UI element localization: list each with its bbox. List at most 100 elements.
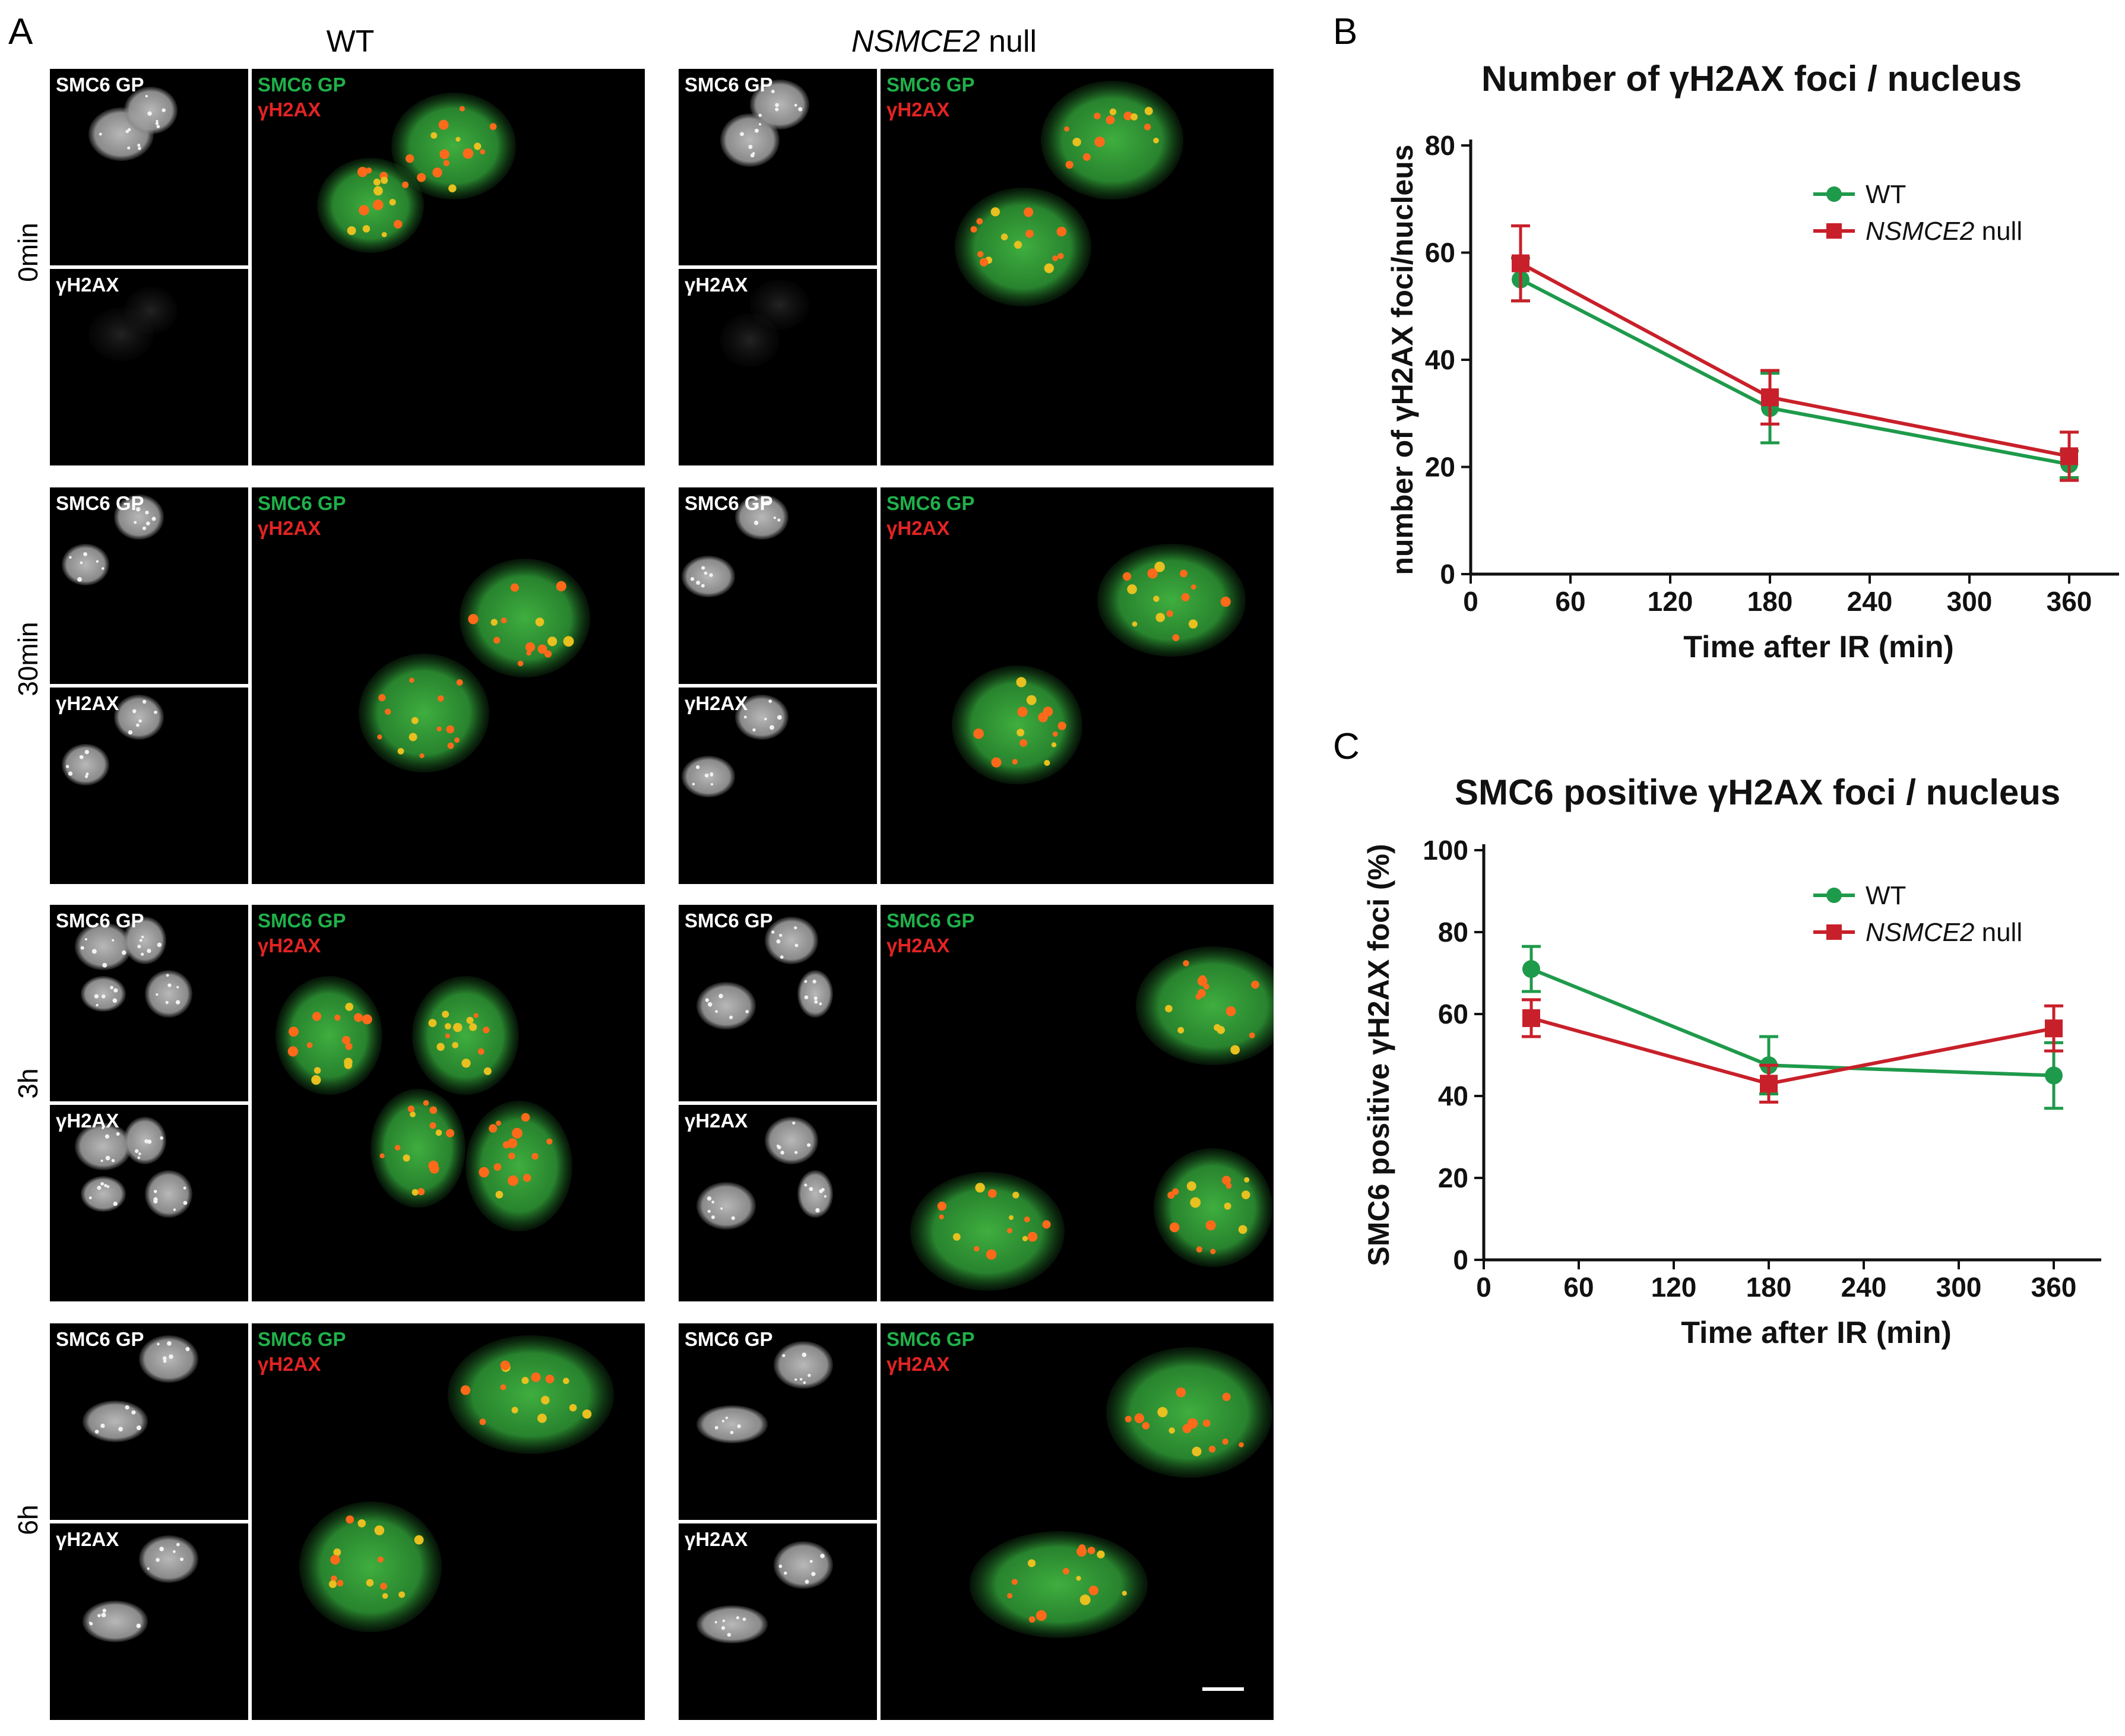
focus-dot <box>696 580 701 585</box>
focus-dot <box>438 119 449 130</box>
focus-dot <box>1017 707 1028 717</box>
legend-swatch-square <box>1826 924 1842 940</box>
focus-dot <box>409 677 414 683</box>
focus-dot <box>704 773 709 778</box>
focus-dot <box>970 226 977 233</box>
legend-label: WT <box>1866 881 1906 910</box>
focus-dot <box>137 1156 141 1160</box>
focus-dot <box>736 1616 740 1620</box>
nucleus <box>1154 1148 1272 1267</box>
nucleus <box>139 1335 198 1383</box>
gh2ax-channel-image: γH2AX <box>679 269 877 465</box>
y-tick-label: 80 <box>1438 917 1468 948</box>
focus-dot <box>1122 1591 1127 1596</box>
merged-channel-image: SMC6 GP γH2AX <box>881 487 1274 884</box>
focus-dot <box>373 178 381 186</box>
channel-label: γH2AX <box>886 99 950 121</box>
nucleus <box>797 1170 833 1218</box>
data-point-square <box>1512 254 1529 273</box>
focus-dot <box>811 1572 816 1576</box>
y-tick-label: 40 <box>1425 344 1455 375</box>
focus-dot <box>512 1127 522 1139</box>
focus-dot <box>469 1023 477 1031</box>
focus-dot <box>147 111 152 116</box>
panel-b-letter: B <box>1333 11 1358 52</box>
focus-dot <box>1082 153 1091 161</box>
focus-dot <box>1027 1231 1038 1242</box>
focus-dot <box>711 1200 715 1204</box>
focus-dot <box>531 1152 539 1160</box>
focus-dot <box>1009 1215 1014 1220</box>
focus-dot <box>758 113 762 117</box>
smc6-channel-image: SMC6 GP <box>679 487 877 684</box>
nucleus <box>682 556 735 597</box>
focus-dot <box>1238 1225 1247 1234</box>
focus-dot <box>113 988 118 993</box>
focus-dot <box>359 205 369 216</box>
focus-dot <box>80 946 84 950</box>
focus-dot <box>773 516 777 519</box>
focus-dot <box>1088 1585 1098 1595</box>
nucleus <box>114 495 164 540</box>
focus-dot <box>807 1373 811 1377</box>
focus-dot <box>445 1023 451 1030</box>
focus-dot <box>1076 1576 1081 1581</box>
nucleus <box>765 917 818 964</box>
focus-dot <box>366 1579 374 1587</box>
channel-label: SMC6 GP <box>258 1328 346 1350</box>
panel-b-line-chart: 0 60 120 180 240 300 360 0 20 40 60 80 Time after IR… <box>1386 130 2119 664</box>
focus-dot <box>160 1136 164 1140</box>
focus-dot <box>156 1558 160 1562</box>
focus-dot <box>731 1216 735 1220</box>
focus-dot <box>809 1560 813 1563</box>
focus-dot <box>798 107 803 112</box>
focus-dot <box>456 679 463 686</box>
focus-dot <box>521 1377 529 1385</box>
smc6-channel-image: SMC6 GP <box>50 905 248 1101</box>
focus-dot <box>725 1417 729 1420</box>
focus-dot <box>1027 1559 1036 1567</box>
focus-dot <box>153 1199 158 1204</box>
smc6-channel-image: SMC6 GP <box>50 1323 248 1520</box>
focus-dot <box>161 108 166 112</box>
focus-dot <box>91 949 97 954</box>
focus-dot <box>937 1201 947 1211</box>
focus-dot <box>142 699 147 704</box>
focus-dot <box>531 1372 541 1382</box>
focus-dot <box>483 1027 490 1034</box>
focus-dot <box>1222 1392 1231 1401</box>
nucleus <box>114 695 164 740</box>
focus-dot <box>704 571 708 575</box>
focus-dot <box>1057 253 1064 259</box>
nucleus <box>774 1341 833 1389</box>
focus-dot <box>752 152 755 155</box>
gh2ax-channel-image: γH2AX <box>679 1523 877 1720</box>
focus-dot <box>973 728 984 739</box>
focus-dot <box>794 926 797 930</box>
focus-dot <box>1166 610 1173 617</box>
focus-dot <box>1123 572 1132 581</box>
focus-dot <box>406 154 414 163</box>
y-tick-label: 80 <box>1425 130 1455 161</box>
panel-c-line-chart: 0 60 120 180 240 300 360 0 20 40 60 80 100 Time after… <box>1362 835 2101 1350</box>
nucleus <box>465 1101 572 1231</box>
focus-dot <box>466 1016 474 1024</box>
focus-dot <box>442 1010 449 1018</box>
focus-dot <box>389 199 396 206</box>
focus-dot <box>707 1209 711 1213</box>
focus-dot <box>743 715 747 719</box>
focus-dot <box>809 1187 813 1192</box>
focus-dot <box>1249 1032 1255 1038</box>
focus-dot <box>419 753 425 758</box>
legend-label: WT <box>1866 180 1906 209</box>
focus-dot <box>1183 960 1189 967</box>
focus-dot <box>127 128 131 132</box>
nucleus <box>391 93 516 199</box>
focus-dot <box>1205 1220 1216 1231</box>
focus-dot <box>690 577 695 581</box>
merged-channel-image: SMC6 GP γH2AX <box>881 1323 1274 1720</box>
focus-dot <box>495 1190 503 1199</box>
focus-dot <box>346 1515 354 1524</box>
channel-label: SMC6 GP <box>886 910 975 932</box>
focus-dot <box>136 1623 141 1629</box>
